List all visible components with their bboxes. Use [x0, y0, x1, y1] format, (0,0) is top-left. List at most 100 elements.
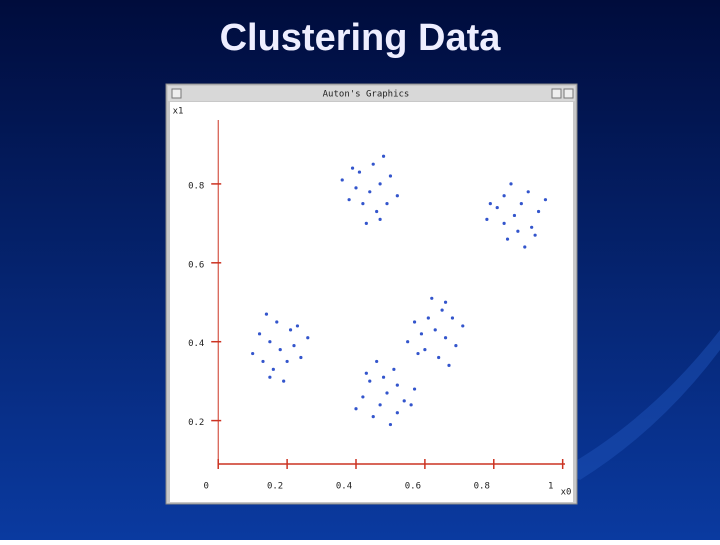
data-point — [416, 351, 420, 356]
data-point — [364, 371, 368, 375]
data-point — [412, 320, 417, 324]
data-point — [395, 411, 399, 415]
data-point — [395, 194, 399, 198]
data-point — [381, 375, 386, 379]
data-point — [357, 170, 362, 174]
data-point — [261, 359, 265, 364]
data-point — [371, 415, 375, 419]
data-point — [361, 395, 365, 399]
data-point — [426, 316, 430, 320]
data-point — [385, 391, 389, 395]
title-bar — [168, 86, 575, 101]
data-point — [505, 237, 510, 241]
data-point — [495, 205, 499, 210]
data-point — [288, 328, 293, 332]
data-point — [523, 245, 527, 249]
data-point — [295, 324, 300, 328]
data-point — [378, 182, 382, 186]
data-point — [406, 340, 410, 344]
data-point — [443, 336, 448, 340]
data-point — [354, 186, 358, 190]
data-point — [275, 320, 279, 324]
data-point — [388, 174, 393, 178]
data-point — [488, 202, 492, 206]
data-point — [402, 399, 406, 403]
data-point — [264, 312, 269, 316]
data-point — [347, 198, 351, 202]
data-point — [485, 217, 489, 222]
data-point — [533, 233, 537, 237]
data-point — [454, 344, 458, 348]
x-tick-label: 0.6 — [405, 482, 421, 492]
data-point — [430, 296, 434, 300]
data-point — [251, 351, 255, 356]
plot-area — [170, 102, 573, 502]
data-point — [440, 308, 444, 312]
maximize-button[interactable] — [563, 88, 574, 99]
data-point — [409, 403, 413, 407]
x-axis-label: x0 — [561, 488, 572, 498]
data-point — [419, 332, 424, 336]
y-tick-label: 0.6 — [188, 260, 204, 270]
data-point — [340, 178, 344, 182]
data-point — [381, 154, 386, 158]
data-point — [437, 355, 441, 360]
y-axis-label: x1 — [173, 107, 184, 117]
data-point — [412, 387, 417, 391]
data-point — [502, 221, 506, 225]
data-point — [299, 355, 303, 360]
minimize-button[interactable] — [551, 88, 562, 99]
x-tick-label: 0.8 — [474, 482, 490, 492]
data-point — [530, 225, 534, 229]
data-point — [361, 202, 365, 206]
data-point — [526, 190, 530, 194]
data-point — [257, 332, 262, 336]
data-point — [461, 324, 465, 328]
data-point — [516, 229, 520, 233]
window-title: Auton's Graphics — [323, 90, 410, 100]
data-point — [543, 198, 548, 202]
x-tick-label: 0.4 — [336, 482, 352, 492]
data-point — [388, 422, 393, 427]
data-point — [292, 344, 296, 348]
data-point — [354, 407, 358, 411]
x-tick-label: 0 — [204, 482, 209, 492]
data-point — [282, 379, 286, 383]
data-point — [278, 347, 282, 352]
x-tick-label: 1 — [548, 482, 553, 492]
data-point — [392, 367, 396, 371]
data-point — [385, 202, 389, 206]
y-tick-label: 0.4 — [188, 339, 204, 349]
data-point — [512, 213, 517, 218]
data-point — [447, 363, 451, 367]
data-point — [368, 190, 372, 194]
data-point — [364, 221, 368, 225]
data-point — [375, 209, 379, 214]
data-point — [285, 359, 289, 364]
y-tick-label: 0.2 — [188, 418, 204, 428]
data-point — [423, 347, 427, 352]
data-point — [268, 375, 272, 379]
data-point — [395, 383, 399, 387]
data-point — [502, 194, 506, 198]
data-point — [306, 336, 310, 340]
data-point — [443, 300, 448, 304]
slide-title: Clustering Data — [220, 17, 502, 59]
window-menu-button[interactable] — [171, 88, 182, 99]
y-tick-label: 0.8 — [188, 181, 204, 191]
data-point — [368, 379, 372, 383]
data-point — [375, 359, 379, 364]
data-point — [519, 202, 523, 206]
data-point — [450, 316, 455, 320]
x-tick-label: 0.2 — [267, 482, 283, 492]
data-point — [536, 209, 541, 214]
data-point — [271, 367, 275, 371]
data-point — [268, 340, 272, 344]
data-point — [350, 166, 355, 170]
data-point — [378, 217, 382, 222]
data-point — [371, 162, 375, 166]
data-point — [509, 182, 513, 186]
data-point — [378, 403, 382, 407]
